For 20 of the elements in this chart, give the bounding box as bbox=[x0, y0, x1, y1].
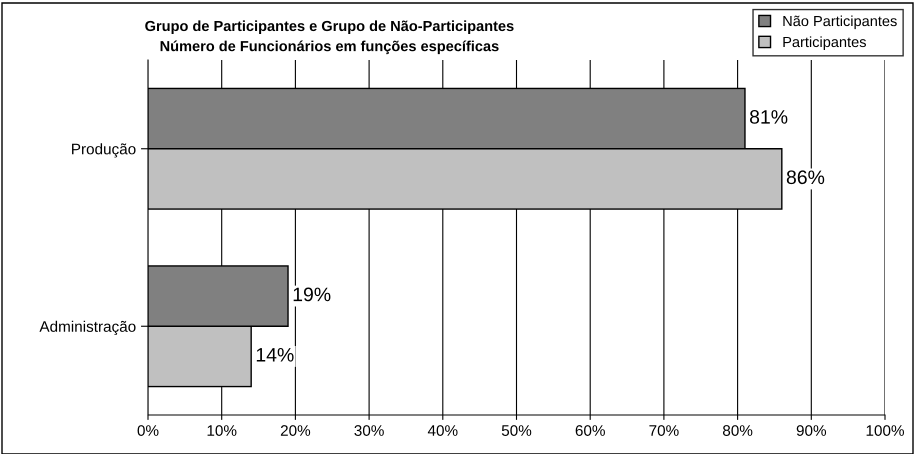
chart-title: Grupo de Participantes e Grupo de Não-Participantes Número de Funcionários em funções específicas bbox=[145, 20, 514, 54]
x-tick-label: 40% bbox=[428, 425, 458, 436]
x-tick-label: 50% bbox=[502, 425, 532, 436]
x-tick-label: 60% bbox=[576, 425, 605, 436]
x-tick-label: 80% bbox=[722, 425, 752, 436]
x-tick-label: 90% bbox=[796, 425, 826, 436]
x-tick-label: 30% bbox=[354, 425, 384, 436]
data-label: 81% bbox=[750, 110, 788, 124]
legend-label: Não Participantes bbox=[783, 15, 897, 30]
x-tick-label: 20% bbox=[280, 425, 310, 436]
y-tick-label: Produção bbox=[72, 143, 136, 158]
legend-label: Participantes bbox=[783, 36, 866, 50]
data-label: 86% bbox=[786, 170, 824, 184]
x-tick-label: 70% bbox=[649, 425, 679, 436]
data-label: 19% bbox=[294, 288, 330, 302]
data-label: 14% bbox=[256, 348, 294, 362]
x-tick-label: 10% bbox=[208, 425, 236, 436]
x-tick-label: 0% bbox=[138, 425, 158, 436]
y-tick-label: Administração bbox=[39, 320, 136, 336]
x-tick-label: 100% bbox=[866, 425, 904, 436]
